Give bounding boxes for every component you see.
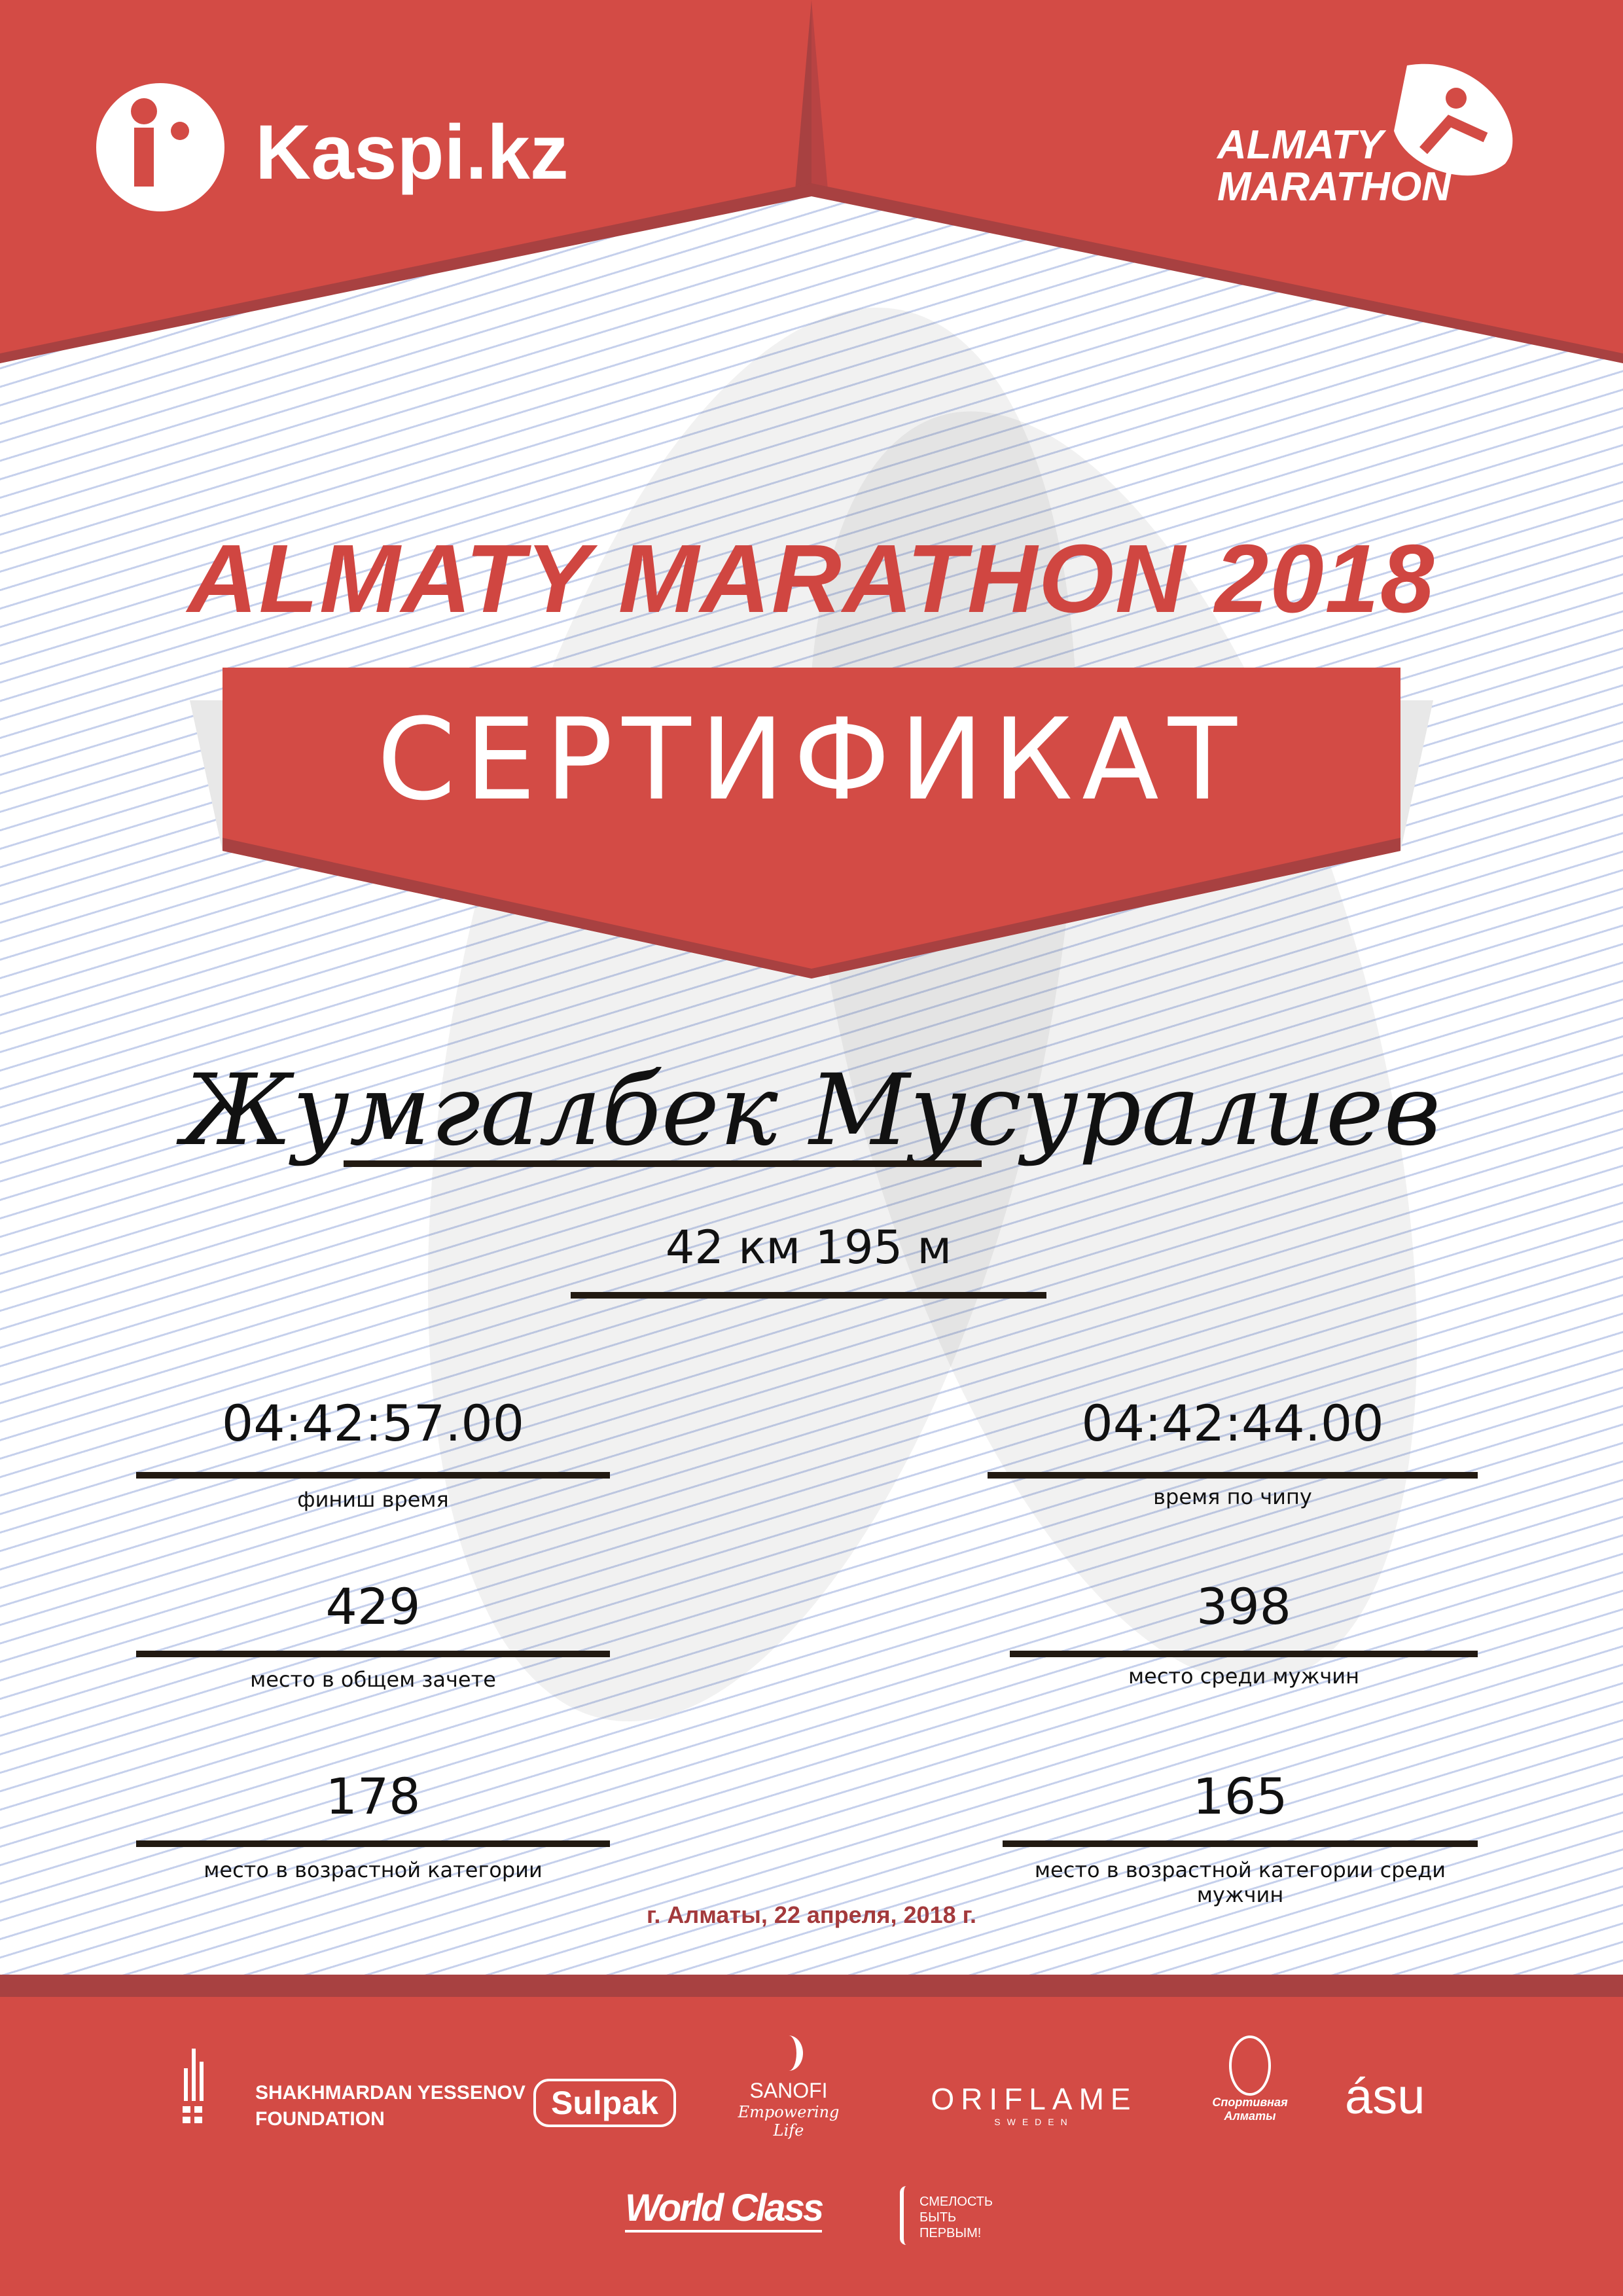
distance-underline: [571, 1292, 1046, 1299]
date-location: г. Алматы, 22 апреля, 2018 г.: [647, 1901, 976, 1928]
chip-time-label: время по чипу: [1153, 1484, 1312, 1509]
yessenov-line-2: FOUNDATION: [255, 2108, 385, 2130]
asu-logo: ásu: [1345, 2069, 1425, 2125]
age-men-place-label: место в возрастной категории среди мужчи…: [1034, 1857, 1446, 1907]
sanofi-logo: SANOFI Empowering Life: [726, 2036, 851, 2140]
sanofi-tagline: Empowering Life: [738, 2103, 840, 2140]
certificate-banner: [190, 668, 1433, 978]
footer-stripe: [0, 1975, 1623, 1997]
sport-almaty-emblem-icon: [1229, 2036, 1271, 2096]
header-banner: [0, 0, 1623, 363]
smelost-line-3: ПЕРВЫМ!: [919, 2226, 982, 2240]
distance: 42 км 195 м: [665, 1221, 952, 1274]
sanofi-bird-icon: [774, 2036, 803, 2071]
age-place-label: место в возрастной категории: [204, 1857, 543, 1882]
background-pattern: [0, 0, 1623, 1996]
finish-time-value: 04:42:57.00: [221, 1394, 525, 1452]
world-class-logo: World Class: [625, 2186, 824, 2233]
kaspi-logo-icon: [96, 83, 224, 211]
sport-almaty-text: Спортивная Алматы: [1212, 2096, 1288, 2123]
yessenov-logo-icon: [183, 2049, 204, 2123]
overall-place-underline: [136, 1651, 610, 1657]
sponsors-footer: [0, 1997, 1623, 2296]
logo-line-1: ALMATY: [1217, 122, 1383, 168]
event-title: ALMATY MARATHON 2018: [187, 525, 1436, 633]
overall-place-value: 429: [325, 1577, 421, 1636]
men-place-underline: [1010, 1651, 1478, 1657]
finish-time-label: финиш время: [297, 1487, 449, 1512]
certificate-label: СЕРТИФИКАТ: [377, 694, 1246, 825]
smelost-fund-logo: СМЕЛОСТЬ БЫТЬ ПЕРВЫМ!: [919, 2194, 993, 2241]
almaty-marathon-logo: ALMATY MARATHON: [1217, 124, 1451, 208]
smelost-line-2: БЫТЬ: [919, 2210, 957, 2225]
oriflame-text: ORIFLAME: [931, 2082, 1137, 2116]
logo-line-2: MARATHON: [1217, 164, 1452, 209]
sanofi-text: SANOFI: [749, 2079, 828, 2102]
yessenov-line-1: SHAKHMARDAN YESSENOV: [255, 2082, 526, 2104]
kaspi-logo-text: Kaspi.kz: [255, 109, 569, 196]
sulpak-logo: Sulpak: [533, 2079, 676, 2127]
chip-time-underline: [988, 1472, 1478, 1479]
participant-name: Жумгалбек Мусуралиев: [182, 1054, 1441, 1168]
sport-almaty-logo: Спортивная Алматы: [1201, 2036, 1299, 2123]
oriflame-sub: SWEDEN: [994, 2117, 1074, 2127]
men-place-label: место среди мужчин: [1128, 1664, 1360, 1689]
smelost-line-1: СМЕЛОСТЬ: [919, 2195, 993, 2209]
finish-time-underline: [136, 1472, 610, 1479]
men-place-value: 398: [1196, 1577, 1292, 1636]
smelost-fund-logo-icon: [900, 2186, 918, 2245]
age-men-place-underline: [1003, 1840, 1478, 1847]
age-place-value: 178: [325, 1767, 421, 1825]
name-underline: [344, 1160, 982, 1167]
oriflame-logo: ORIFLAME SWEDEN: [923, 2081, 1145, 2127]
overall-place-label: место в общем зачете: [250, 1667, 496, 1692]
age-men-place-value: 165: [1192, 1767, 1288, 1825]
chip-time-value: 04:42:44.00: [1081, 1394, 1384, 1452]
yessenov-foundation-logo: SHAKHMARDAN YESSENOV FOUNDATION: [255, 2080, 526, 2132]
age-place-underline: [136, 1840, 610, 1847]
